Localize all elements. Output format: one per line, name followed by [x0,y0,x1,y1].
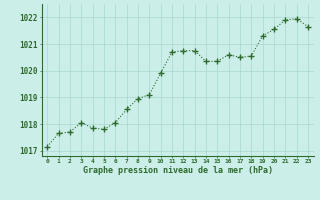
X-axis label: Graphe pression niveau de la mer (hPa): Graphe pression niveau de la mer (hPa) [83,166,273,175]
